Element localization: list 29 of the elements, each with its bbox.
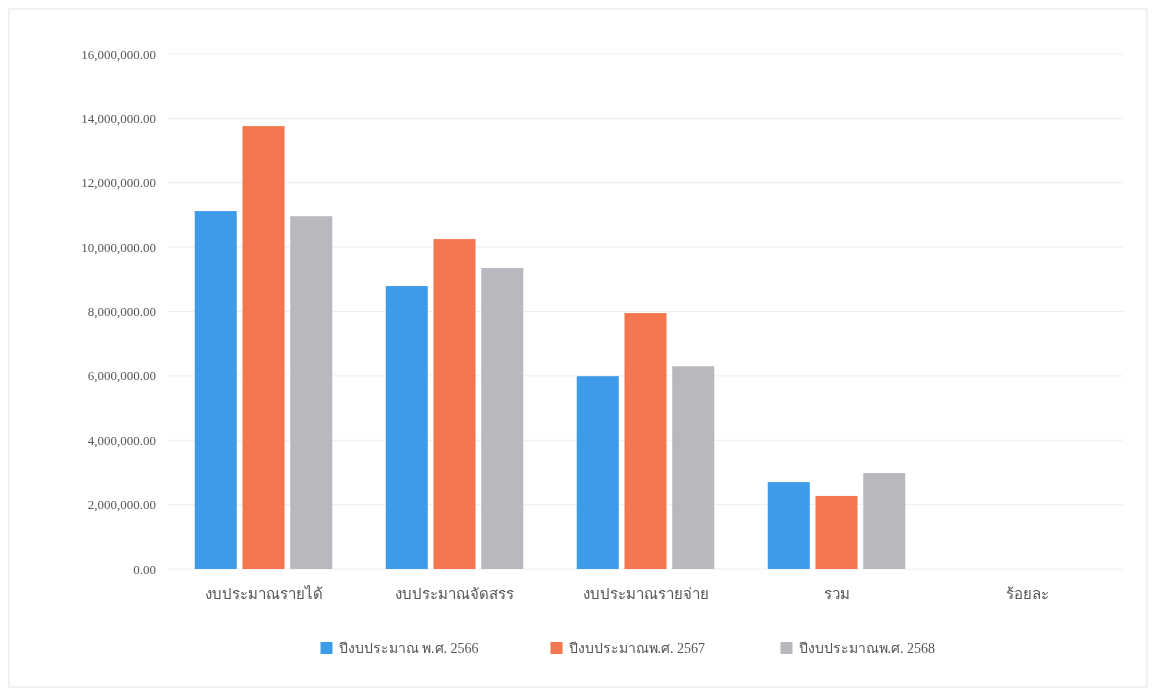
y-tick-label: 4,000,000.00	[87, 432, 156, 448]
bar	[576, 376, 619, 569]
y-tick-label: 8,000,000.00	[87, 304, 156, 320]
y-tick-label: 6,000,000.00	[87, 368, 156, 384]
x-tick-label: งบประมาณรายจ่าย	[582, 586, 709, 602]
bar	[385, 286, 428, 569]
bar	[433, 239, 476, 569]
x-tick-label: งบประมาณจัดสรร	[395, 586, 514, 602]
bar	[863, 473, 906, 569]
y-tick-label: 12,000,000.00	[81, 175, 156, 191]
bar	[815, 495, 858, 569]
bar	[194, 211, 237, 569]
y-tick-label: 2,000,000.00	[87, 497, 156, 513]
bar	[672, 366, 715, 569]
x-tick-label: ร้อยละ	[1006, 586, 1049, 602]
bar	[481, 268, 524, 569]
bar	[767, 482, 810, 569]
legend-label: ปีงบประมาณ พ.ศ. 2566	[338, 640, 479, 656]
x-tick-label: รวม	[823, 586, 850, 602]
y-tick-label: 14,000,000.00	[81, 110, 156, 126]
legend-label: ปีงบประมาณพ.ศ. 2567	[568, 640, 705, 656]
y-tick-label: 16,000,000.00	[81, 46, 156, 62]
x-tick-label: งบประมาณรายได้	[204, 585, 323, 602]
bar	[290, 216, 333, 569]
y-tick-label: 0.00	[133, 561, 156, 577]
y-tick-label: 10,000,000.00	[81, 239, 156, 255]
bar	[242, 126, 285, 569]
bar	[624, 313, 667, 569]
legend-label: ปีงบประมาณพ.ศ. 2568	[798, 640, 935, 656]
